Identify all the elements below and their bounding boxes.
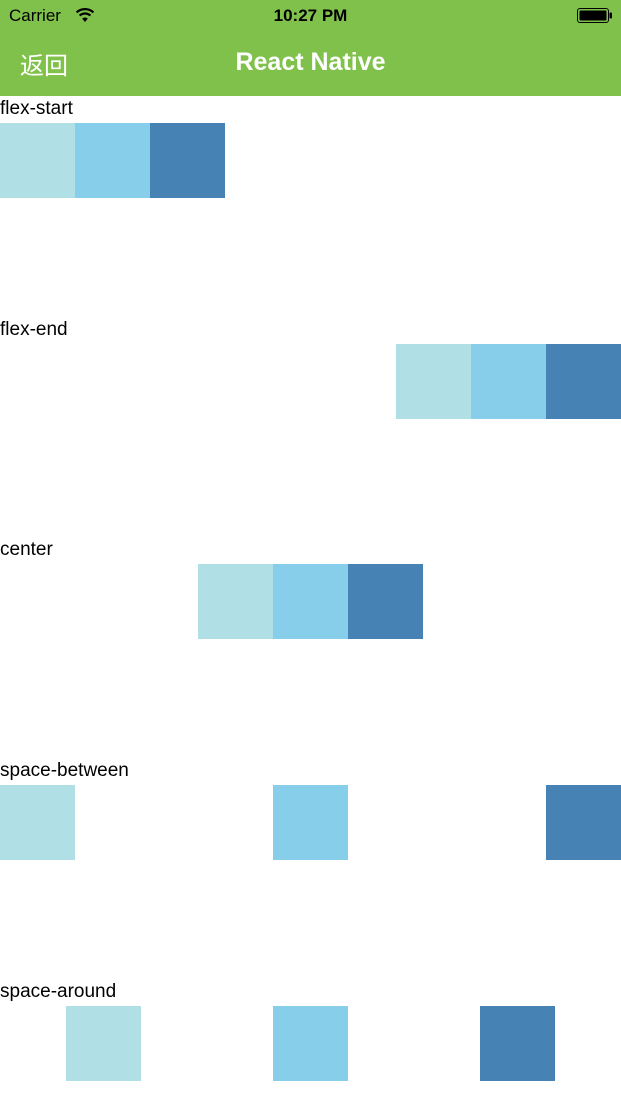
page-title: React Native [235,48,386,76]
box-row [0,785,621,860]
section-label: space-around [0,981,117,1002]
section-label: flex-start [0,98,73,119]
steel-blue-box [480,1006,555,1081]
light-blue-box [66,1006,141,1081]
steel-blue-box [348,564,423,639]
box-row [0,123,621,198]
navigation-bar: 返回 React Native [0,32,621,96]
steel-blue-box [546,785,621,860]
section-label: space-between [0,760,129,781]
battery-icon [577,8,612,23]
steel-blue-box [150,123,225,198]
light-blue-box [0,123,75,198]
carrier-label: Carrier [9,6,61,25]
app-header: Carrier 10:27 PM 返回 React Native [0,0,621,96]
box-row [0,564,621,639]
status-time: 10:27 PM [273,6,348,25]
sky-blue-box [273,1006,348,1081]
light-blue-box [198,564,273,639]
steel-blue-box [546,344,621,419]
sky-blue-box [471,344,546,419]
box-row [0,344,621,419]
section-label: center [0,539,53,560]
section-label: flex-end [0,319,68,340]
light-blue-box [396,344,471,419]
box-row [0,1006,621,1081]
sky-blue-box [273,564,348,639]
status-bar: Carrier 10:27 PM [0,0,621,32]
sky-blue-box [75,123,150,198]
sky-blue-box [273,785,348,860]
wifi-icon [75,8,95,22]
light-blue-box [0,785,75,860]
back-button[interactable]: 返回 [20,52,68,80]
